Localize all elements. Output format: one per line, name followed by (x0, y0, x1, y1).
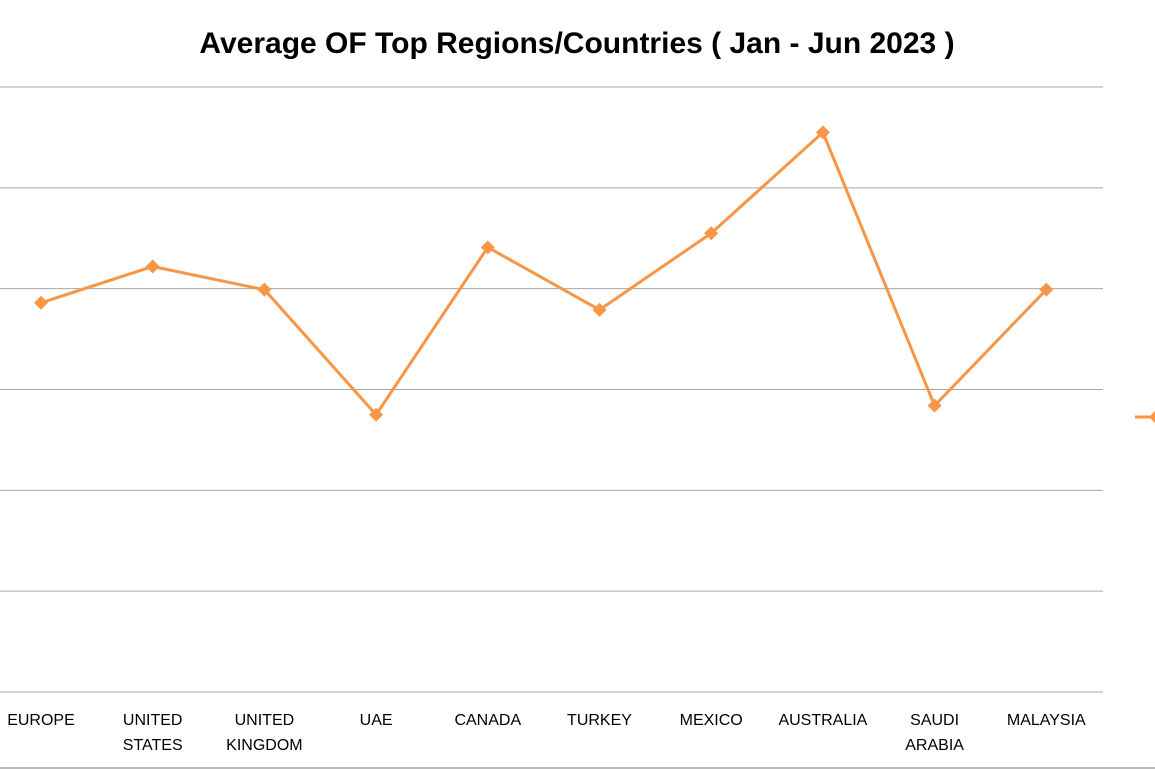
x-tick-label-line: ARABIA (905, 737, 964, 754)
x-tick-label-line: AUSTRALIA (778, 712, 867, 729)
data-point-marker (480, 240, 495, 255)
data-point-marker (704, 226, 719, 241)
x-tick-label-line: MALAYSIA (1007, 712, 1086, 729)
x-tick-label-line: UAE (360, 712, 393, 729)
data-point-marker (145, 259, 160, 274)
x-tick-labels: EUROPE UNITED STATES UNITED KINGDOM UAE CANADA… (7, 712, 1086, 754)
x-tick-label: CANADA (454, 712, 521, 729)
data-point-marker (815, 125, 830, 140)
data-point-marker (369, 407, 384, 422)
x-tick-label: MALAYSIA (1007, 712, 1086, 729)
x-tick-label: SAUDI ARABIA (905, 712, 964, 754)
gridlines (0, 86, 1103, 592)
x-tick-label-line: STATES (123, 737, 183, 754)
series-line (40, 130, 1048, 417)
legend (1135, 411, 1155, 423)
x-tick-label-line: SAUDI (910, 712, 959, 729)
x-tick-label: UNITED KINGDOM (226, 712, 302, 754)
x-tick-label-line: MEXICO (680, 712, 743, 729)
legend-key-marker (1149, 411, 1155, 423)
x-tick-label-line: CANADA (454, 712, 521, 729)
x-tick-label-line: TURKEY (567, 712, 632, 729)
x-tick-label-line: UNITED (123, 712, 183, 729)
x-tick-label: AUSTRALIA (778, 712, 867, 729)
x-tick-label: UAE (360, 712, 393, 729)
x-tick-label-line: KINGDOM (226, 737, 302, 754)
data-point-marker (927, 398, 942, 413)
x-tick-label: TURKEY (567, 712, 632, 729)
data-point-marker (257, 282, 272, 297)
chart-title: Average OF Top Regions/Countries ( Jan -… (199, 27, 954, 60)
data-point-marker (34, 295, 48, 310)
x-tick-label-line: UNITED (235, 712, 295, 729)
data-point-marker (592, 302, 607, 317)
x-tick-label: EUROPE (7, 712, 75, 729)
x-tick-label: MEXICO (680, 712, 743, 729)
data-point-marker (1039, 282, 1054, 297)
x-tick-label-line: EUROPE (7, 712, 75, 729)
series-group (34, 125, 1054, 422)
x-tick-label: UNITED STATES (123, 712, 183, 754)
